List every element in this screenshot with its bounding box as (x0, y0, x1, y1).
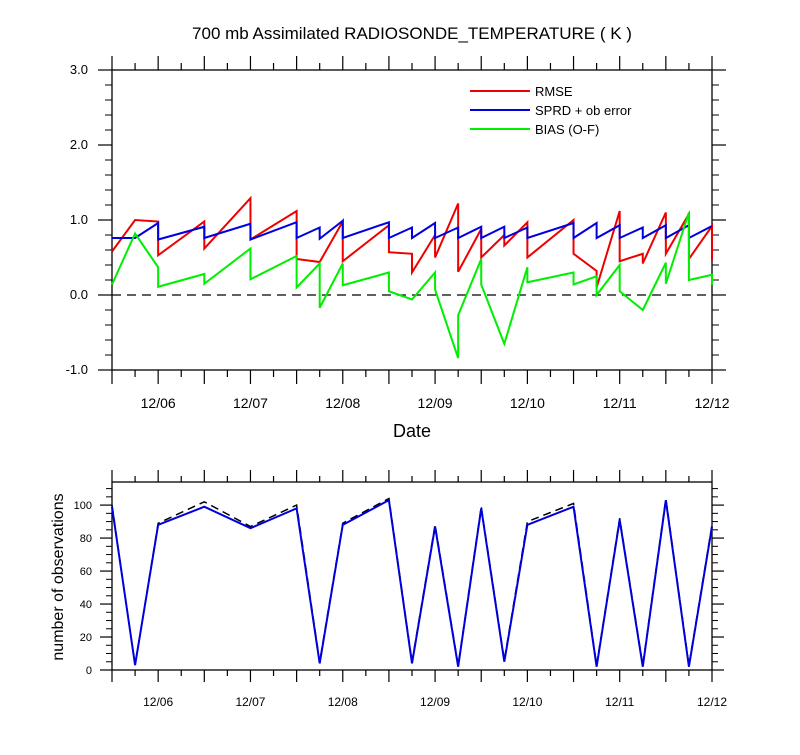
top-x-tick-label: 12/07 (233, 395, 268, 411)
top-series-sprd-ob-error (112, 218, 713, 241)
bottom-y-tick-label: 60 (80, 566, 92, 578)
top-x-tick-label: 12/06 (141, 395, 176, 411)
top-plot-area: 12/06 12/07 12/08 12/09 12/10 12/11 12/12 -1.0 0… (66, 56, 730, 411)
legend-label-rmse: RMSE (535, 84, 573, 99)
bottom-x-tick-label: 12/11 (605, 695, 634, 709)
bottom-x-tick-label: 12/12 (697, 695, 727, 709)
top-x-tick-label: 12/09 (418, 395, 453, 411)
top-y-tick-label: 2.0 (70, 137, 88, 152)
x-axis-label: Date (393, 421, 431, 441)
bottom-x-tick-label: 12/10 (512, 695, 542, 709)
bottom-y-tick-label: 80 (80, 533, 92, 545)
top-x-tick-label: 12/11 (603, 395, 637, 411)
bottom-x-tick-label: 12/09 (420, 695, 450, 709)
top-x-tick-label: 12/08 (325, 395, 360, 411)
top-y-tick-label: 1.0 (70, 212, 88, 227)
top-y-tick-label: -1.0 (66, 362, 88, 377)
bottom-y-tick-label: 100 (74, 500, 92, 512)
top-series-bias-o-f (111, 212, 713, 359)
legend-label-bias-o-f: BIAS (O-F) (535, 122, 599, 137)
bottom-y-tick-label: 40 (80, 599, 92, 611)
bottom-x-tick-label: 12/08 (328, 695, 358, 709)
top-x-tick-label: 12/10 (510, 395, 545, 411)
bottom-y-tick-label: 0 (86, 665, 92, 677)
bottom-series-assimilated (111, 498, 713, 667)
legend-label-sprd-ob-error: SPRD + ob error (535, 103, 632, 118)
bottom-x-tick-label: 12/06 (143, 695, 173, 709)
y-axis-label: number of observations (50, 493, 67, 660)
bottom-x-tick-label: 12/07 (235, 695, 265, 709)
bottom-plot-area: 12/06 12/07 12/08 12/09 12/10 12/11 12/12 0 20 40… (74, 470, 727, 709)
top-y-tick-label: 3.0 (70, 62, 88, 77)
top-x-tick-label: 12/12 (694, 395, 729, 411)
chart-title: 700 mb Assimilated RADIOSONDE_TEMPERATUR… (192, 24, 632, 43)
bottom-y-tick-label: 20 (80, 632, 92, 644)
bottom-series-possible (111, 497, 713, 666)
bottom-plot-frame (111, 481, 713, 671)
top-y-tick-label: 0.0 (70, 287, 88, 302)
